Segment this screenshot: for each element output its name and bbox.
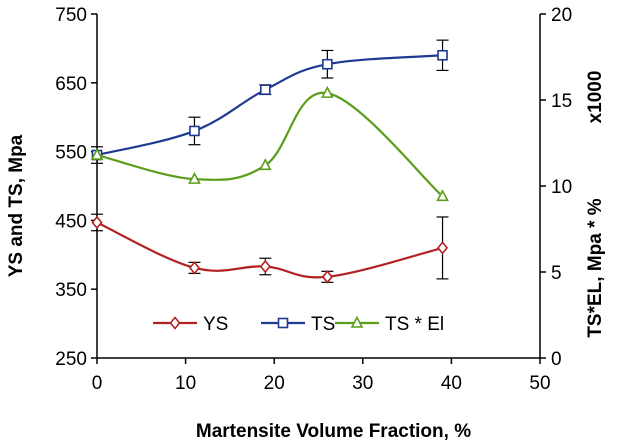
data-point-ts-el (259, 158, 272, 171)
series-ts-el (90, 85, 449, 202)
data-point-ts (322, 58, 333, 70)
x-tick-label: 50 (529, 373, 550, 394)
tick-labels: 0 10 20 30 40 50 250 350 450 550 650 750 0 5 10 15 20 (55, 5, 572, 394)
x-tick-label: 20 (264, 373, 285, 394)
data-point-ys (321, 270, 333, 284)
legend-marker (169, 316, 181, 330)
y-right-tick-label: 20 (551, 5, 572, 26)
legend-label: TS (311, 314, 335, 335)
data-point-ts (437, 49, 448, 61)
data-point-ts-el (90, 147, 104, 160)
legend-marker (277, 317, 289, 329)
y-right-tick-label: 5 (551, 263, 562, 284)
series-line-ys (96, 221, 443, 279)
data-point-ts-el (188, 171, 201, 184)
y-left-tick-label: 350 (55, 280, 87, 301)
data-point-ts (260, 84, 271, 95)
legend: YS TS TS * El (153, 314, 444, 335)
legend-item-ys: YS (153, 314, 228, 335)
series-line-ts-el (96, 91, 444, 198)
data-point-ts (189, 125, 200, 137)
y-left-tick-label: 750 (55, 5, 87, 26)
data-point-ys (259, 259, 271, 274)
x-tick-label: 10 (175, 373, 196, 394)
legend-item-ts: TS (261, 314, 335, 335)
x-tick-label: 30 (352, 373, 373, 394)
y-right-axis-title: TS*EL, Mpa * % (585, 198, 606, 337)
data-point-ys (437, 241, 449, 255)
legend-item-ts-el: TS * El (335, 314, 444, 335)
data-point-ts-el (436, 189, 449, 202)
series-ys (91, 213, 449, 284)
series-ts (91, 39, 449, 164)
legend-label: YS (203, 314, 228, 335)
y-left-tick-label: 250 (55, 349, 87, 370)
y-right-tick-label: 15 (551, 91, 572, 112)
data-point-ys (188, 261, 200, 275)
legend-label: TS * El (385, 314, 444, 335)
y-right-tick-label: 10 (551, 177, 572, 198)
y-left-tick-label: 650 (55, 74, 87, 95)
x-axis-title: Martensite Volume Fraction, % (196, 421, 471, 442)
y-right-multiplier: x1000 (585, 71, 606, 124)
series-layer (90, 39, 449, 284)
y-left-tick-label: 550 (55, 143, 87, 164)
x-tick-label: 0 (92, 373, 103, 394)
x-tick-label: 40 (441, 373, 462, 394)
y-left-axis-title: YS and TS, Mpa (6, 134, 27, 277)
data-point-ys (91, 215, 103, 230)
y-left-tick-label: 450 (55, 211, 87, 232)
legend-marker (350, 315, 364, 328)
y-right-tick-label: 0 (551, 349, 562, 370)
data-point-ts-el (321, 85, 334, 98)
